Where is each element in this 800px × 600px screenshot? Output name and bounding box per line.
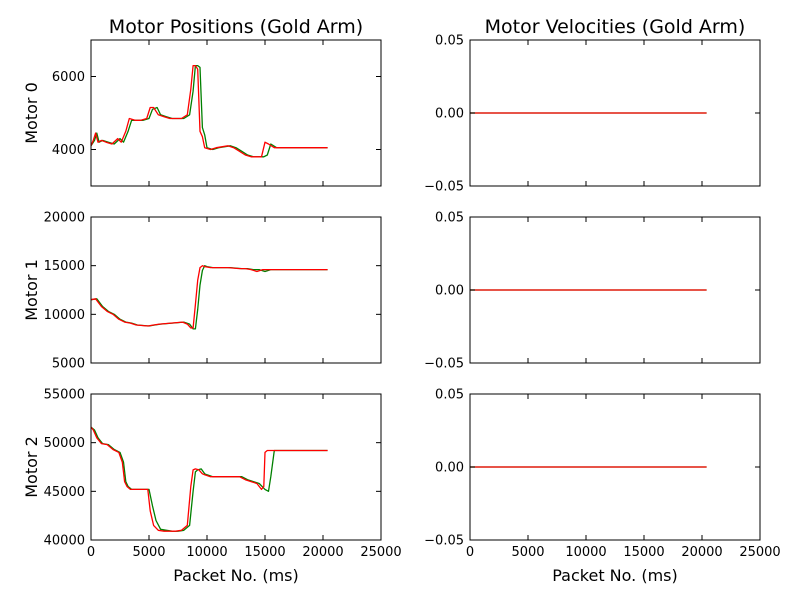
y-tick-label: −0.05 xyxy=(424,357,464,372)
series-line-red xyxy=(91,265,328,329)
y-axis-label: Motor 2 xyxy=(22,436,41,498)
y-tick-label: 45000 xyxy=(44,485,85,500)
series-line-green xyxy=(91,426,328,532)
y-tick-label: 0.05 xyxy=(435,388,464,403)
axes-frame xyxy=(90,39,382,187)
y-tick-label: 40000 xyxy=(44,534,85,549)
x-tick-label: 15000 xyxy=(244,545,285,560)
y-tick-label: 0.05 xyxy=(435,211,464,226)
x-tick-label: 20000 xyxy=(302,545,343,560)
y-tick-label: 55000 xyxy=(44,388,85,403)
y-tick-label: 0.05 xyxy=(435,34,464,49)
x-tick-label: 20000 xyxy=(681,545,722,560)
subplot-4: 40000 45000 50000 55000 0 5000 10000 15000 20000… xyxy=(22,388,402,586)
y-tick-label: 15000 xyxy=(44,259,85,274)
x-tick-label: 0 xyxy=(466,545,474,560)
y-tick-label: 4000 xyxy=(52,143,85,158)
series-line-green xyxy=(91,265,328,330)
y-tick-label: 5000 xyxy=(52,357,85,372)
y-tick-label: 6000 xyxy=(52,70,85,85)
x-tick-label: 0 xyxy=(87,545,95,560)
x-tick-label: 5000 xyxy=(132,545,165,560)
x-tick-label: 10000 xyxy=(186,545,227,560)
subplot-1: −0.05 0.00 0.05 Motor Velocities (Gold Arm) xyxy=(424,16,761,195)
x-axis-label: Packet No. (ms) xyxy=(552,566,677,585)
x-tick-label: 10000 xyxy=(565,545,606,560)
y-tick-label: −0.05 xyxy=(424,180,464,195)
series-line-red xyxy=(91,64,328,158)
x-tick-label: 25000 xyxy=(739,545,780,560)
subplot-3: −0.05 0.00 0.05 xyxy=(424,211,761,372)
axes-frame xyxy=(90,216,382,364)
y-axis-label: Motor 0 xyxy=(22,82,41,144)
x-tick-label: 5000 xyxy=(511,545,544,560)
axes-frame xyxy=(90,393,382,541)
series-line-green xyxy=(91,64,328,158)
subplot-2: 5000 10000 15000 20000 Motor 1 xyxy=(22,211,382,372)
x-tick-label: 15000 xyxy=(623,545,664,560)
x-axis-label: Packet No. (ms) xyxy=(173,566,298,585)
subplot-5: −0.05 0.00 0.05 0 5000 10000 15000 20000 25000 Pa… xyxy=(424,388,781,586)
y-tick-label: 50000 xyxy=(44,436,85,451)
series-line-red xyxy=(91,426,328,532)
x-tick-label: 25000 xyxy=(360,545,401,560)
y-tick-label: 10000 xyxy=(44,308,85,323)
y-tick-label: 0.00 xyxy=(435,461,464,476)
y-tick-label: 0.00 xyxy=(435,107,464,122)
y-tick-label: 20000 xyxy=(44,211,85,226)
y-tick-label: −0.05 xyxy=(424,534,464,549)
subplot-title: Motor Positions (Gold Arm) xyxy=(109,16,363,38)
subplot-title: Motor Velocities (Gold Arm) xyxy=(485,16,746,38)
y-tick-label: 0.00 xyxy=(435,284,464,299)
y-axis-label: Motor 1 xyxy=(22,259,41,321)
subplot-0: 4000 6000 Motor Positions (Gold Arm) Motor … xyxy=(22,16,382,187)
